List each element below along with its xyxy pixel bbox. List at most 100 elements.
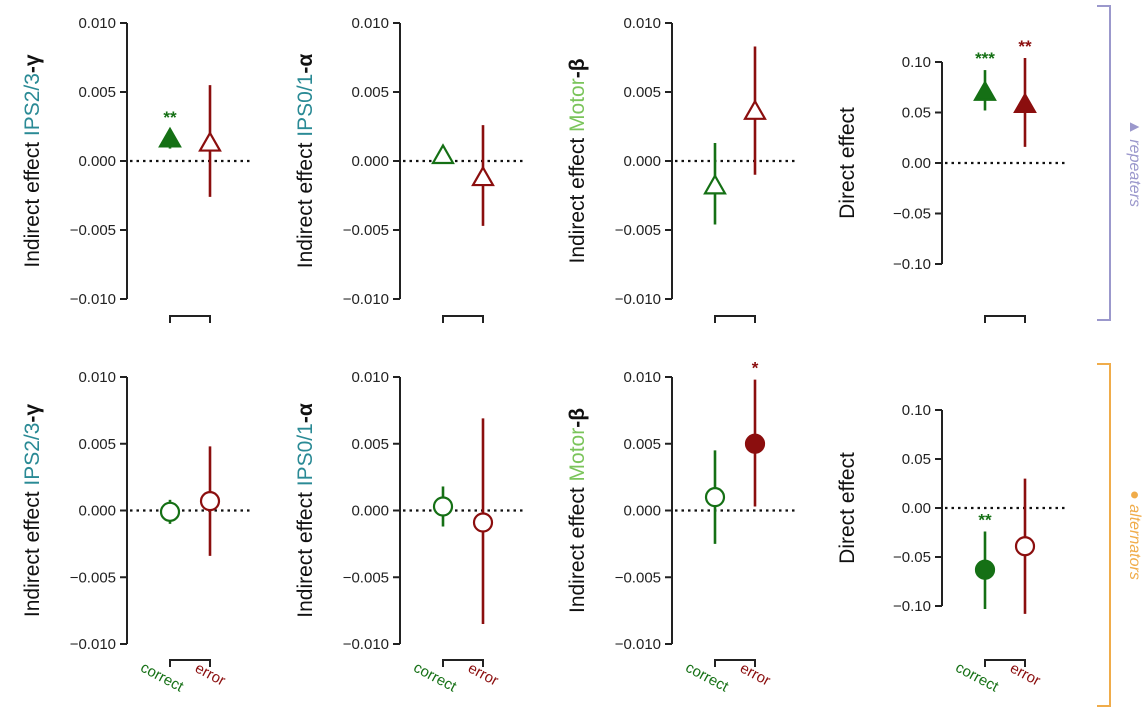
y-tick-label: −0.005 [343, 569, 389, 586]
marker-correct [703, 173, 727, 195]
repeaters-group-label: ▲ repeaters [1126, 119, 1143, 207]
x-category-error: error [737, 660, 773, 690]
y-tick-label: 0.000 [623, 153, 661, 170]
y-tick-label: −0.010 [343, 636, 389, 653]
y-axis-label-band: -γ [21, 404, 44, 423]
y-tick-label: −0.05 [893, 549, 931, 566]
marker-error [743, 99, 767, 120]
marker-error [1013, 92, 1037, 114]
x-axis-bracket [442, 315, 484, 323]
y-axis-label-area: Motor [566, 78, 589, 132]
alternators-group-label: ● alternators [1126, 490, 1143, 580]
y-tick-label: −0.010 [70, 636, 116, 653]
y-axis-label-prefix: Indirect effect [294, 137, 317, 269]
y-axis-label-band: -β [566, 408, 589, 428]
y-axis-label: Direct effect [836, 107, 859, 219]
y-tick-label: −0.10 [893, 256, 931, 273]
y-tick-label: −0.10 [893, 598, 931, 615]
x-axis-bracket [984, 659, 1026, 667]
y-tick-label: 0.010 [351, 369, 389, 386]
x-axis-bracket [714, 315, 756, 323]
y-tick-label: 0.010 [78, 369, 116, 386]
y-axis-label-prefix: Indirect effect [566, 481, 589, 613]
significance-error: ** [1018, 37, 1032, 56]
y-tick-label: −0.005 [343, 222, 389, 239]
marker-error [471, 165, 495, 187]
y-axis-label-band: -α [294, 403, 317, 423]
x-axis-bracket [714, 659, 756, 667]
y-tick-label: 0.005 [351, 84, 389, 101]
y-axis-label: Indirect effect Motor-β [566, 58, 589, 263]
significance-correct: *** [975, 49, 995, 68]
panel-0-1: 0.010 0.005 0.000 −0.005 −0.010 Indirect effe… [294, 15, 525, 323]
x-category-error: error [465, 660, 501, 690]
x-axis-bracket [169, 315, 211, 323]
y-tick-label: −0.005 [70, 569, 116, 586]
marker-error [472, 512, 494, 533]
marker-correct [704, 487, 726, 508]
y-tick-label: 0.005 [78, 84, 116, 101]
y-tick-label: 0.005 [351, 436, 389, 453]
y-tick-label: 0.000 [351, 503, 389, 520]
panel-1-1: 0.010 0.005 0.000 −0.005 −0.010 Indirect effe… [294, 369, 525, 696]
marker-error [199, 491, 221, 512]
y-tick-label: −0.005 [70, 222, 116, 239]
y-tick-label: 0.05 [902, 451, 931, 468]
y-axis-label-area: IPS2/3 [21, 73, 44, 136]
y-tick-label: 0.10 [902, 402, 931, 419]
y-tick-label: −0.010 [70, 291, 116, 308]
y-tick-label: −0.05 [893, 206, 931, 223]
y-tick-label: 0.010 [623, 369, 661, 386]
marker-correct [973, 80, 997, 101]
x-category-correct: correct [138, 659, 187, 696]
marker-error [744, 433, 766, 454]
x-category-correct: correct [953, 659, 1002, 696]
y-axis-label: Indirect effect IPS0/1-α [294, 54, 317, 269]
y-tick-label: −0.010 [615, 291, 661, 308]
x-axis-bracket [984, 315, 1026, 323]
marker-error [198, 130, 222, 152]
significance-correct: ** [163, 108, 177, 127]
y-tick-label: 0.005 [623, 84, 661, 101]
x-category-correct: correct [411, 659, 460, 696]
marker-correct [159, 501, 181, 522]
panel-0-0: 0.010 0.005 0.000 −0.005 −0.010 Indirect effe… [21, 15, 252, 323]
panel-1-3: 0.10 0.05 0.00 −0.05 −0.10 Direct effect corre… [836, 402, 1067, 696]
marker-correct [431, 143, 455, 165]
y-axis-label-prefix: Indirect effect [21, 486, 44, 618]
y-axis-label-prefix: Indirect effect [566, 132, 589, 264]
significance-correct: ** [978, 511, 992, 530]
y-axis-label: Direct effect [836, 452, 859, 564]
y-axis-label-area: IPS0/1 [294, 423, 317, 486]
y-axis-label-prefix: Direct effect [836, 107, 859, 219]
panel-0-2: 0.010 0.005 0.000 −0.005 −0.010 Indirect effe… [566, 15, 797, 323]
panel-1-0: 0.010 0.005 0.000 −0.005 −0.010 Indirect effe… [21, 369, 252, 696]
y-axis-label-band: -α [294, 54, 317, 74]
y-tick-label: 0.005 [623, 436, 661, 453]
y-tick-label: 0.000 [351, 153, 389, 170]
y-tick-label: 0.000 [78, 503, 116, 520]
y-axis-label-prefix: Indirect effect [294, 486, 317, 618]
y-axis-label: Indirect effect IPS2/3-γ [21, 54, 44, 268]
y-tick-label: 0.10 [902, 54, 931, 71]
panel-1-2: 0.010 0.005 0.000 −0.005 −0.010 Indirect effe… [566, 359, 797, 696]
y-axis-label-band: -β [566, 58, 589, 78]
marker-correct [974, 559, 996, 580]
y-axis-label-area: IPS2/3 [21, 423, 44, 486]
alternators-group-bracket [1097, 363, 1111, 707]
y-tick-label: 0.010 [351, 15, 389, 32]
marker-error [1014, 536, 1036, 557]
y-tick-label: −0.010 [343, 291, 389, 308]
y-tick-label: −0.005 [615, 569, 661, 586]
y-tick-label: 0.00 [902, 500, 931, 517]
x-axis-bracket [169, 659, 211, 667]
significance-error: * [752, 359, 759, 378]
y-axis-label-prefix: Indirect effect [21, 136, 44, 268]
y-tick-label: 0.010 [623, 15, 661, 32]
repeaters-group-bracket [1097, 5, 1111, 321]
y-axis-label-area: Motor [566, 428, 589, 482]
y-tick-label: 0.000 [78, 153, 116, 170]
y-tick-label: −0.005 [615, 222, 661, 239]
y-tick-label: 0.000 [623, 503, 661, 520]
